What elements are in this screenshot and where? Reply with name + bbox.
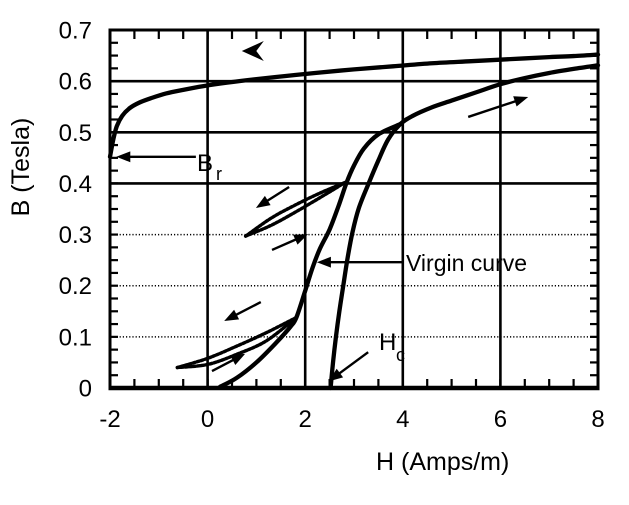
curve-minor-loop-upper-top <box>243 180 347 238</box>
arrow-shaft-ascending-direction-arrow <box>467 99 519 119</box>
plot-border <box>108 28 600 390</box>
br-label: B <box>197 150 213 177</box>
arrow-head-lower-loop-left-arrow <box>224 309 240 321</box>
curve-upper-branch <box>107 52 601 159</box>
hc-label: H <box>379 329 396 356</box>
chevron-top-branch-direction-chevron <box>241 41 264 61</box>
y-axis-title: B (Tesla) <box>7 118 35 217</box>
arrow-shaft-upper-loop-right-arrow <box>271 237 299 252</box>
arrow-head-upper-loop-right-arrow <box>293 234 309 245</box>
x-tick-label-2: 2 <box>299 406 312 433</box>
arrow-head-upper-loop-left-arrow <box>255 195 271 208</box>
y-tick-label-0.7: 0.7 <box>59 18 92 45</box>
y-tick-label-0.3: 0.3 <box>59 222 92 249</box>
arrow-head-ascending-direction-arrow <box>513 96 529 107</box>
y-tick-label-0.6: 0.6 <box>59 69 92 96</box>
arrow-head-lower-loop-right-arrow <box>230 353 246 365</box>
x-tick-label--2: -2 <box>99 406 120 433</box>
x-tick-label-0: 0 <box>201 406 214 433</box>
y-tick-label-0: 0 <box>79 376 92 403</box>
x-axis-title: H (Amps/m) <box>376 448 509 476</box>
chart-generated-layer: -2 0 2 4 6 8 0 0.1 0.2 0.3 0.4 0.5 0.6 0.7 <box>59 18 605 434</box>
curve-minor-loop-upper-bottom <box>243 180 347 238</box>
y-tick-label-0.4: 0.4 <box>59 171 92 198</box>
y-tick-label-0.1: 0.1 <box>59 324 92 351</box>
curve-minor-loop-lower-bottom <box>175 315 299 370</box>
arrow-head-hc-arrow <box>328 368 344 382</box>
curve-ascending-branch <box>328 63 601 391</box>
arrow-shaft-lower-loop-left-arrow <box>233 301 262 318</box>
arrow-shaft-lower-loop-right-arrow <box>211 357 236 373</box>
curve-virgin-curve <box>217 121 403 390</box>
virgin-curve-label: Virgin curve <box>406 250 527 276</box>
y-tick-label-0.2: 0.2 <box>59 273 92 300</box>
arrow-head-virgin-curve-arrow <box>316 256 331 268</box>
arrow-shaft-hc-arrow <box>336 351 369 376</box>
x-tick-label-4: 4 <box>396 406 409 433</box>
br-label-subscript: r <box>216 164 222 184</box>
arrow-head-br-arrow <box>116 151 131 163</box>
curve-minor-loop-lower-top <box>175 315 299 370</box>
arrow-shaft-upper-loop-left-arrow <box>264 185 290 204</box>
hc-label-subscript: c <box>396 345 405 365</box>
y-tick-label-0.5: 0.5 <box>59 120 92 147</box>
x-tick-label-8: 8 <box>591 406 604 433</box>
x-tick-label-6: 6 <box>494 406 507 433</box>
